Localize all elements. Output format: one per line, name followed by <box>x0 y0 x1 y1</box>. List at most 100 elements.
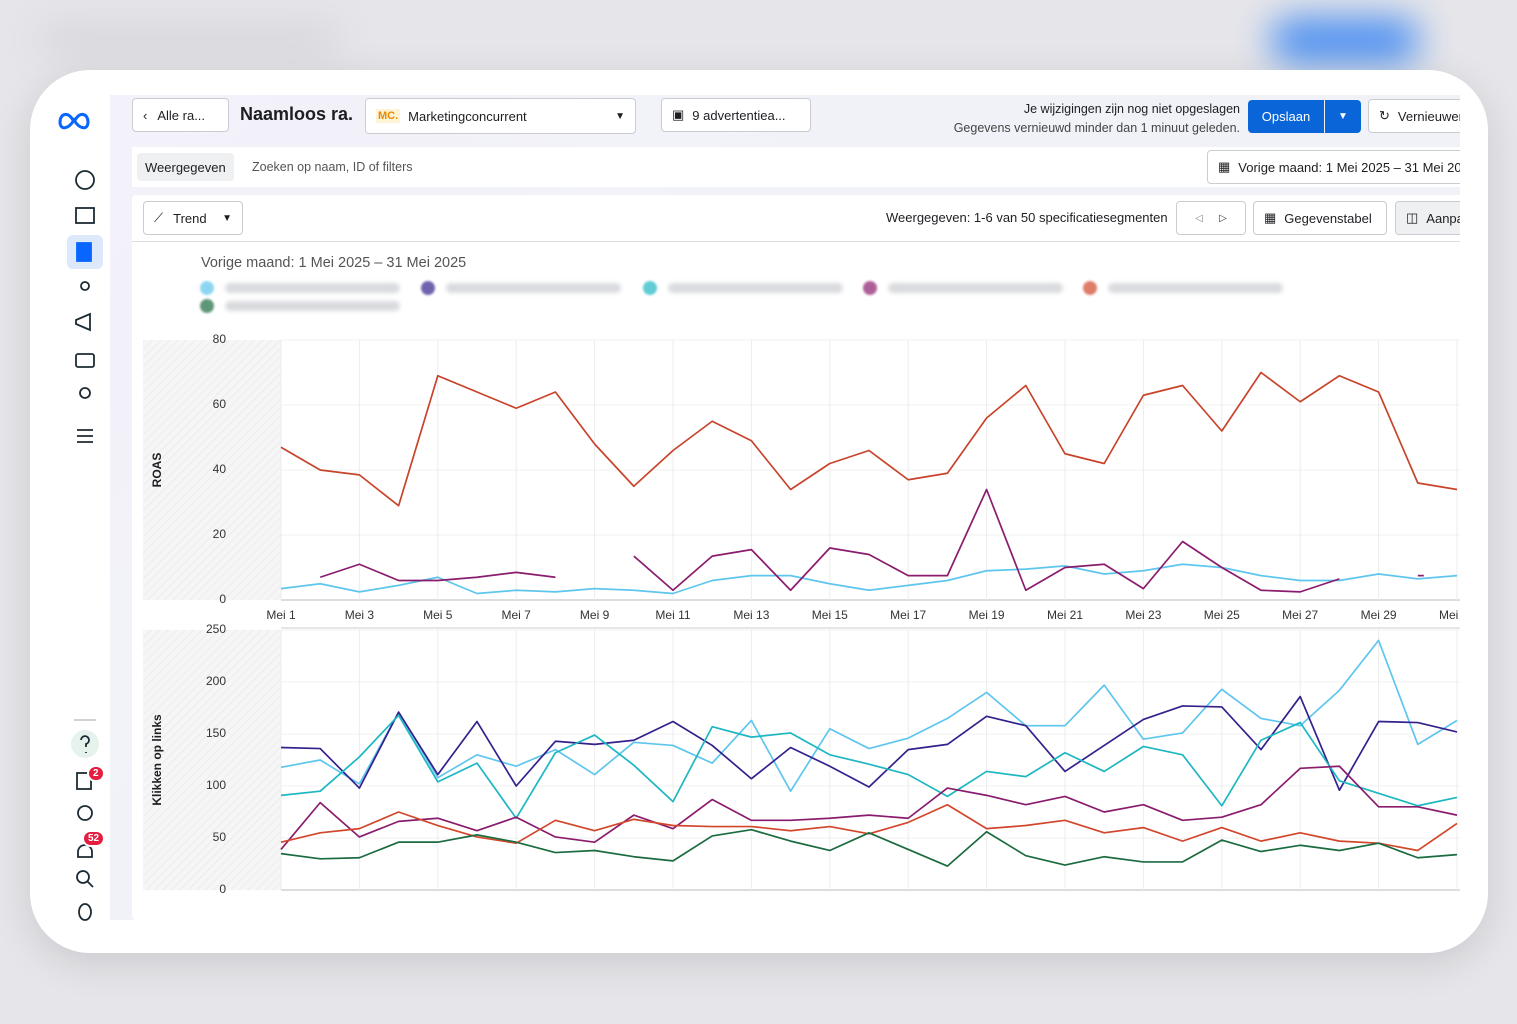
account-select[interactable]: MC. Marketingconcurrent ▼ <box>365 98 636 134</box>
y-tick-label: 0 <box>219 882 226 896</box>
y-tick-label: 20 <box>213 527 227 541</box>
trend-button[interactable]: ⟋ Trend ▼ <box>143 201 243 235</box>
series-line <box>280 563 1458 595</box>
icon-search <box>76 870 90 884</box>
report-name[interactable]: Naamloos ra. <box>240 104 354 124</box>
charts: Vorige maand: 1 Mei 2025 – 31 Mei 2025 0… <box>143 255 1460 896</box>
legend-blurred-text <box>1108 283 1283 293</box>
plot-hatch <box>143 340 281 600</box>
series-line <box>280 803 1458 852</box>
x-tick-label: Mei 27 <box>1282 608 1318 622</box>
plot-hatch <box>143 630 281 890</box>
refreshed-text: Gegevens vernieuwd minder dan 1 minuut g… <box>953 121 1240 135</box>
y-tick-label: 150 <box>206 726 226 740</box>
segments-text: Weergegeven: 1-6 van 50 specificatiesegm… <box>886 210 1168 225</box>
search-input[interactable]: Zoeken op naam, ID of filters <box>252 160 413 174</box>
sidebar <box>58 113 103 921</box>
save-menu[interactable]: ▼ <box>1325 100 1361 133</box>
x-tick-label: Mei 5 <box>423 608 453 622</box>
x-tick-label: Mei 9 <box>580 608 610 622</box>
series-line <box>319 563 556 582</box>
legend-blurred-text <box>225 283 400 293</box>
x-tick-label: Mei 23 <box>1125 608 1161 622</box>
x-tick-label: Mei 11 <box>655 608 690 622</box>
series-line <box>280 639 1458 793</box>
x-tick-label: Mei 7 <box>502 608 532 622</box>
series-line <box>280 695 1458 792</box>
date-picker[interactable]: ▦ Vorige maand: 1 Mei 2025 – 31 Mei 2025 <box>1207 150 1460 184</box>
ads-select[interactable]: ▣ 9 advertentiea... <box>661 98 811 132</box>
y-tick-label: 0 <box>219 592 226 606</box>
y-axis-label: ROAS <box>150 453 164 488</box>
back-button[interactable]: ‹ Alle ra... <box>132 98 229 132</box>
y-tick-label: 80 <box>213 332 227 346</box>
refresh-button[interactable]: ↻ Vernieuwen <box>1368 99 1460 133</box>
y-tick-label: 250 <box>206 622 226 636</box>
x-tick-label: Mei 17 <box>890 608 926 622</box>
customize-label: Aanpassen <box>1426 210 1460 226</box>
account-logo: MC. <box>376 109 401 123</box>
icon-reports <box>76 242 92 262</box>
icon-search-handle <box>86 880 94 888</box>
icon-billing <box>75 353 95 368</box>
x-tick-label: Mei 15 <box>812 608 848 622</box>
icon-menu <box>77 429 93 443</box>
y-axis-label: Klikken op links <box>150 714 164 806</box>
y-tick-label: 100 <box>206 778 226 792</box>
x-tick-label: Mei 1 <box>266 608 296 622</box>
icon-table <box>75 207 95 224</box>
x-tick-label: Mei 31 <box>1439 608 1460 622</box>
legend-swatch <box>643 281 657 295</box>
x-tick-label: Mei 13 <box>733 608 769 622</box>
series-line <box>280 714 1458 820</box>
legend-swatch <box>421 281 435 295</box>
save-button[interactable]: Opslaan <box>1248 100 1324 133</box>
legend-swatch <box>200 281 214 295</box>
series-line <box>280 765 1458 850</box>
date-label: Vorige maand: 1 Mei 2025 – 31 Mei 2025 <box>1238 159 1460 175</box>
pager[interactable]: ◁ ▷ <box>1176 201 1246 235</box>
legend-blurred-text <box>446 283 621 293</box>
y-tick-label: 50 <box>213 830 227 844</box>
series-line <box>280 371 1458 507</box>
refresh-label: Vernieuwen <box>1397 108 1460 124</box>
view-tab[interactable]: Weergegeven <box>137 153 234 181</box>
icon-help <box>80 735 90 753</box>
icon-debug <box>78 903 92 921</box>
account-name: Marketingconcurrent <box>408 108 527 124</box>
data-table-button[interactable]: ▦ Gegevenstabel <box>1253 201 1387 235</box>
data-table-label: Gegevenstabel <box>1284 210 1372 226</box>
icon-audience <box>80 281 90 291</box>
y-tick-label: 60 <box>213 397 227 411</box>
icon-help-bg <box>71 730 99 758</box>
legend-blurred-text <box>668 283 843 293</box>
y-tick-label: 40 <box>213 462 227 476</box>
series-line <box>280 828 1458 867</box>
x-tick-label: Mei 19 <box>969 608 1005 622</box>
chart-title: Vorige maand: 1 Mei 2025 – 31 Mei 2025 <box>201 255 466 271</box>
legend-blurred-text <box>225 301 400 311</box>
series-line <box>633 488 1340 593</box>
legend-swatch <box>200 299 214 313</box>
icon-dashboard <box>75 170 95 190</box>
ads-label: 9 advertentiea... <box>692 107 786 123</box>
legend-swatch <box>1083 281 1097 295</box>
back-label: Alle ra... <box>157 107 206 123</box>
chart-panel <box>132 195 1460 920</box>
legend-blurred-text <box>888 283 1063 293</box>
blurred-bar <box>40 25 340 55</box>
legend-swatch <box>863 281 877 295</box>
save-status: Je wijzigingen zijn nog niet opgeslagen … <box>954 100 1240 138</box>
customize-button[interactable]: ◫Aanpassen <box>1395 201 1460 235</box>
icon-settings <box>77 805 93 821</box>
badge: 52 <box>82 830 106 847</box>
icon-accounts <box>79 387 91 399</box>
x-tick-label: Mei 29 <box>1361 608 1397 622</box>
trend-label: Trend <box>173 210 207 226</box>
meta-logo <box>58 113 90 130</box>
y-tick-label: 200 <box>206 674 226 688</box>
x-tick-label: Mei 3 <box>345 608 375 622</box>
x-tick-label: Mei 25 <box>1204 608 1240 622</box>
blurred-button <box>1270 18 1420 63</box>
